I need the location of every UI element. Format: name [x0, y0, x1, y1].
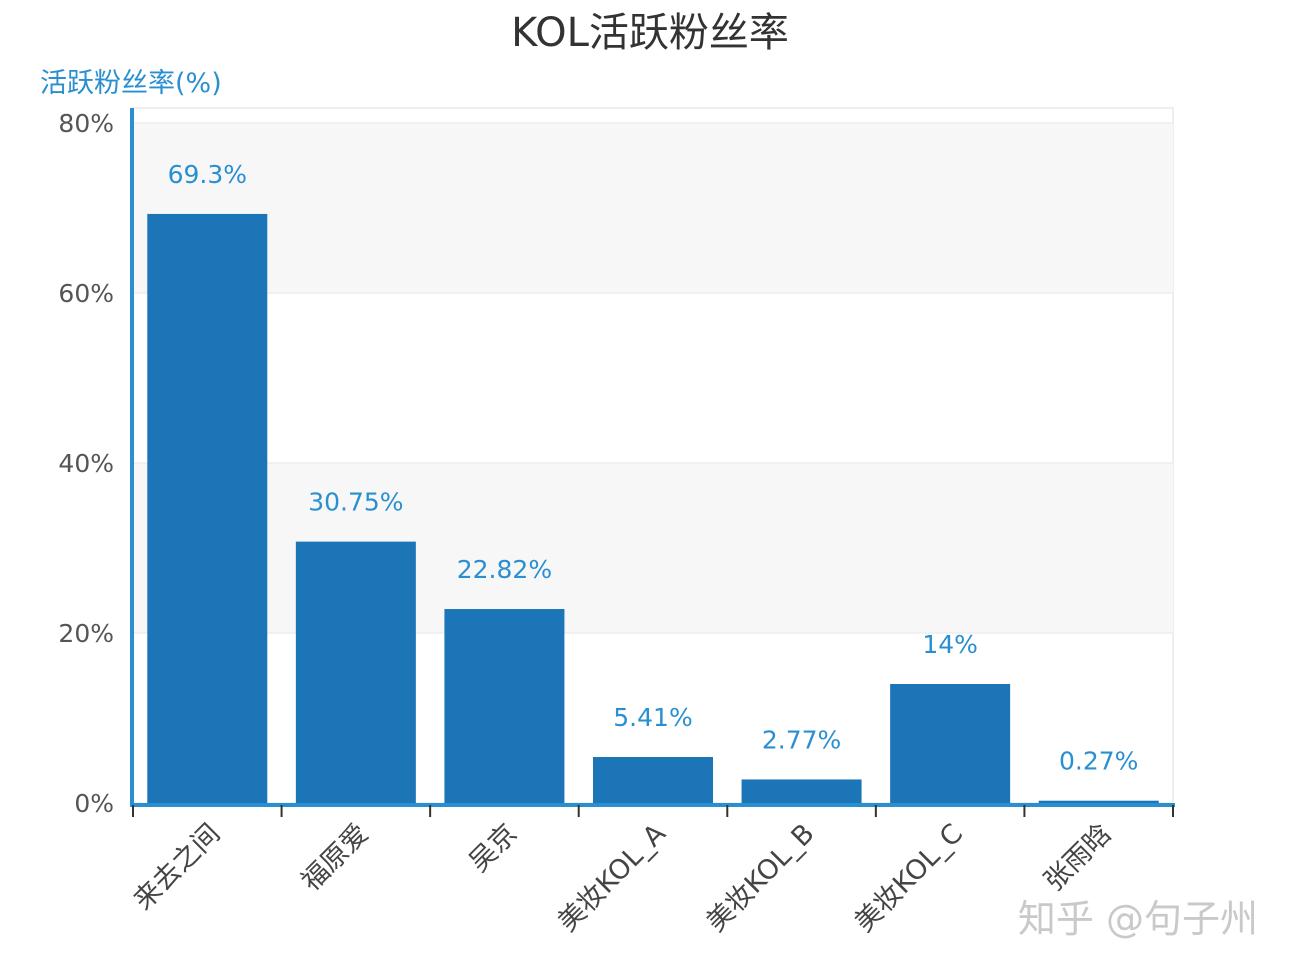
x-tick-label: 张雨晗	[1038, 818, 1117, 897]
x-tick-label: 美妆KOL_A	[552, 818, 672, 938]
y-tick-label: 40%	[58, 449, 114, 478]
x-tick-label: 福原爱	[296, 818, 375, 897]
bar-series	[147, 213, 1159, 803]
y-tick-label: 60%	[58, 279, 114, 308]
data-label: 0.27%	[1059, 747, 1138, 776]
bar	[444, 609, 565, 803]
data-label: 2.77%	[762, 725, 841, 754]
y-tick-label: 20%	[58, 619, 114, 648]
y-tick-label: 80%	[58, 109, 114, 138]
y-axis-ticks: 0% 20% 40% 60% 80%	[58, 109, 114, 818]
data-label: 30.75%	[308, 488, 403, 517]
bar	[295, 541, 416, 803]
bar	[741, 779, 862, 803]
data-label: 14%	[922, 630, 978, 659]
x-tick-label: 美妆KOL_C	[849, 818, 969, 938]
y-tick-label: 0%	[74, 789, 114, 818]
bar	[890, 684, 1011, 803]
data-labels: 69.3% 30.75% 22.82% 5.41% 2.77% 14% 0.27%	[168, 160, 1139, 776]
plot-background	[132, 107, 1174, 806]
y-axis-label: 活跃粉丝率(%)	[40, 68, 222, 99]
bar	[1038, 800, 1159, 803]
data-label: 5.41%	[613, 703, 692, 732]
bar	[147, 213, 268, 803]
grid-band	[133, 463, 1173, 633]
data-label: 22.82%	[457, 555, 552, 584]
watermark: 知乎 @句子州	[1018, 897, 1258, 941]
x-tick-label: 来去之间	[128, 818, 226, 916]
bar	[593, 757, 713, 803]
chart-title: KOL活跃粉丝率	[511, 10, 789, 56]
x-axis-ticks: 来去之间 福原爱 吴京 美妆KOL_A 美妆KOL_B 美妆KOL_C 张雨晗	[128, 818, 1118, 939]
data-label: 69.3%	[168, 160, 247, 189]
grid-band	[133, 123, 1173, 293]
x-tick-label: 美妆KOL_B	[701, 818, 821, 938]
x-tick-label: 吴京	[463, 818, 523, 878]
axes	[130, 108, 1175, 817]
